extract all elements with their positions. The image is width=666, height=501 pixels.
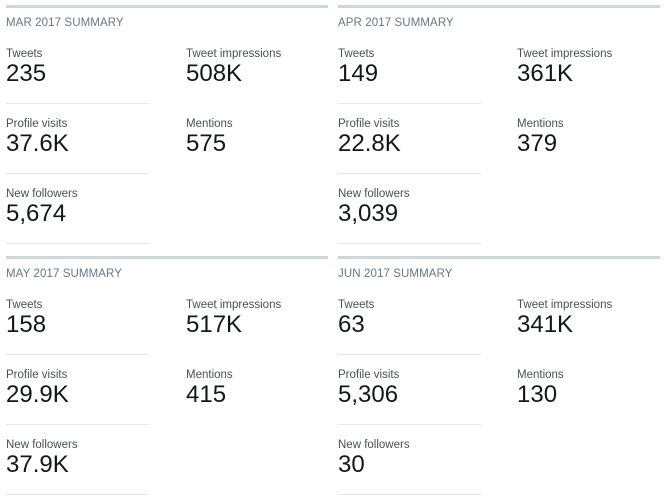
- metric-label: New followers: [338, 188, 410, 200]
- metric-label: Tweets: [6, 299, 43, 311]
- metric-label: New followers: [6, 439, 78, 451]
- summary-title: MAR 2017 SUMMARY: [6, 17, 124, 29]
- metric-label: Tweets: [6, 48, 43, 60]
- metric-label: New followers: [6, 188, 78, 200]
- metric-value: 235: [6, 60, 47, 87]
- metric-value: 130: [517, 381, 558, 408]
- metric-profile-visits: Profile visits 5,306: [338, 367, 481, 425]
- summary-title: JUN 2017 SUMMARY: [338, 268, 453, 280]
- metric-label: Tweet impressions: [517, 299, 613, 311]
- metric-profile-visits: Profile visits 22.8K: [338, 116, 481, 174]
- summary-title: MAY 2017 SUMMARY: [6, 268, 123, 280]
- metric-label: Tweet impressions: [186, 299, 282, 311]
- metric-new-followers: New followers 3,039: [338, 186, 481, 244]
- metric-value: 29.9K: [6, 381, 69, 408]
- metric-label: Tweet impressions: [517, 48, 613, 60]
- summary-card-jun-2017: JUN 2017 SUMMARY Tweets 63 Tweet impress…: [338, 256, 660, 501]
- metric-new-followers: New followers 30: [338, 437, 481, 495]
- metric-value: 575: [186, 130, 227, 157]
- metric-value: 361K: [517, 60, 574, 87]
- metric-value: 341K: [517, 311, 574, 338]
- metric-label: Tweets: [338, 299, 375, 311]
- metric-value: 158: [6, 311, 47, 338]
- metric-label: Mentions: [517, 369, 564, 381]
- metric-new-followers: New followers 5,674: [6, 186, 149, 244]
- metric-tweets: Tweets 235: [6, 46, 149, 104]
- metric-tweets: Tweets 149: [338, 46, 481, 104]
- metric-label: Tweet impressions: [186, 48, 282, 60]
- metric-profile-visits: Profile visits 37.6K: [6, 116, 149, 174]
- metric-tweet-impressions: Tweet impressions 508K: [186, 46, 329, 103]
- metric-value: 149: [338, 60, 379, 87]
- summary-card-may-2017: MAY 2017 SUMMARY Tweets 158 Tweet impres…: [6, 256, 328, 501]
- metric-mentions: Mentions 379: [517, 116, 660, 173]
- metric-value: 379: [517, 130, 558, 157]
- metric-value: 30: [338, 451, 365, 478]
- metric-tweets: Tweets 158: [6, 297, 149, 355]
- metric-value: 415: [186, 381, 227, 408]
- metric-mentions: Mentions 575: [186, 116, 329, 173]
- metric-tweet-impressions: Tweet impressions 341K: [517, 297, 660, 354]
- metric-value: 22.8K: [338, 130, 401, 157]
- metric-label: Profile visits: [338, 369, 400, 381]
- metric-tweets: Tweets 63: [338, 297, 481, 355]
- metric-label: Profile visits: [6, 369, 68, 381]
- metric-label: Profile visits: [338, 118, 400, 130]
- metric-mentions: Mentions 415: [186, 367, 329, 424]
- metric-mentions: Mentions 130: [517, 367, 660, 424]
- metric-label: New followers: [338, 439, 410, 451]
- metric-value: 5,674: [6, 200, 67, 227]
- metric-profile-visits: Profile visits 29.9K: [6, 367, 149, 425]
- metric-new-followers: New followers 37.9K: [6, 437, 149, 495]
- summary-card-mar-2017: MAR 2017 SUMMARY Tweets 235 Tweet impres…: [6, 5, 328, 250]
- metric-label: Tweets: [338, 48, 375, 60]
- metric-value: 63: [338, 311, 365, 338]
- metric-value: 5,306: [338, 381, 399, 408]
- metric-label: Mentions: [517, 118, 564, 130]
- metric-tweet-impressions: Tweet impressions 517K: [186, 297, 329, 354]
- summary-title: APR 2017 SUMMARY: [338, 17, 454, 29]
- metric-value: 508K: [186, 60, 243, 87]
- metric-value: 517K: [186, 311, 243, 338]
- metric-tweet-impressions: Tweet impressions 361K: [517, 46, 660, 103]
- metric-value: 3,039: [338, 200, 399, 227]
- summary-card-apr-2017: APR 2017 SUMMARY Tweets 149 Tweet impres…: [338, 5, 660, 250]
- metric-label: Mentions: [186, 369, 233, 381]
- metric-label: Mentions: [186, 118, 233, 130]
- metric-value: 37.9K: [6, 451, 69, 478]
- metric-label: Profile visits: [6, 118, 68, 130]
- metric-value: 37.6K: [6, 130, 69, 157]
